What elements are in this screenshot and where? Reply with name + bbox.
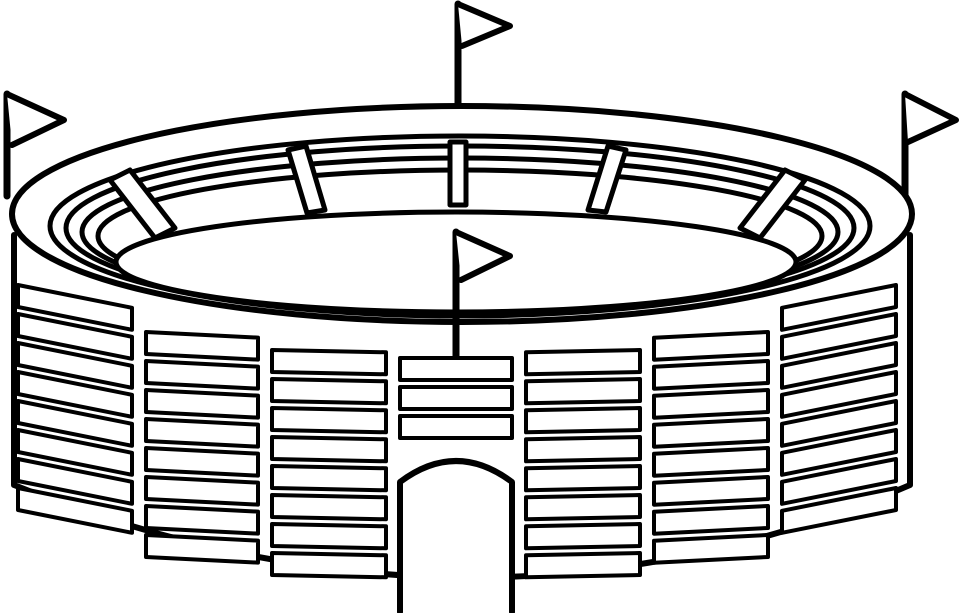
seat-row [16,283,134,332]
seat-row [652,475,770,507]
seat-row [652,330,770,362]
flag-icon [3,90,67,200]
seat-row [524,551,642,580]
seat-row [270,377,388,406]
seat-row [270,493,388,522]
flag-icon [452,228,513,364]
entrance-arch [397,458,515,613]
seat-row [270,522,388,551]
seat-row [144,388,260,420]
seat-row [780,399,898,448]
seat-row [652,417,770,449]
seat-row [780,486,898,535]
seat-row [144,446,260,478]
seat-row [144,330,260,362]
seat-row [270,435,388,464]
seat-row [144,359,260,391]
seat-row [652,446,770,478]
seat-row [780,428,898,477]
seat-row [524,406,642,435]
flag-icon [454,0,513,112]
flag-icon [901,90,959,208]
seat-row [144,475,260,507]
seat-row [652,533,770,565]
seat-row [270,406,388,435]
seat-row [524,493,642,522]
seat-row [652,504,770,536]
seat-row [270,348,388,377]
seat-row [16,370,134,419]
seat-row [524,464,642,493]
seat-row [780,370,898,419]
seat-row [16,312,134,361]
seat-row [398,356,514,382]
seat-row [780,341,898,390]
seat-row [524,435,642,464]
seat-row [16,457,134,506]
seat-row [524,522,642,551]
seat-row [780,312,898,361]
seat-row [524,348,642,377]
seating-grid [16,283,898,580]
seat-row [16,486,134,535]
seat-row [144,504,260,536]
seat-row [780,457,898,506]
seat-row [144,533,260,565]
seat-row [16,399,134,448]
seat-row [398,414,514,440]
seat-row [398,385,514,411]
seat-row [652,359,770,391]
seat-row [144,417,260,449]
seat-row [652,388,770,420]
seat-row [16,428,134,477]
seat-row [780,283,898,332]
seat-row [270,464,388,493]
seat-row [524,377,642,406]
seat-row [16,341,134,390]
seat-row [270,551,388,580]
